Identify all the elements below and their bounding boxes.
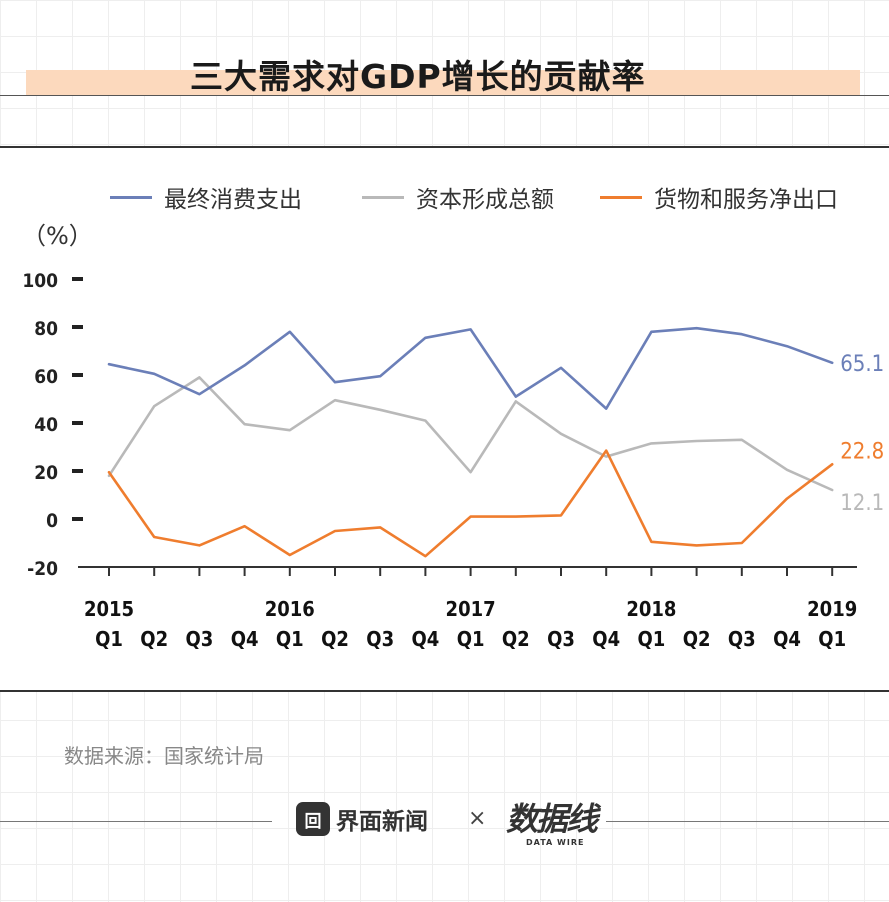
x-tick-quarter-label: Q3 bbox=[366, 627, 394, 651]
jiemian-brand-name: 界面新闻 bbox=[336, 809, 428, 835]
x-tick-quarter-label: Q2 bbox=[683, 627, 711, 651]
x-tick-year-label: 2016 bbox=[265, 597, 315, 621]
x-tick-quarter-label: Q3 bbox=[185, 627, 213, 651]
legend-item-capital: 资本形成总额 bbox=[362, 182, 554, 213]
x-tick-quarter-label: Q4 bbox=[773, 627, 801, 651]
chart-panel bbox=[0, 146, 889, 692]
legend-swatch-net-export bbox=[600, 195, 642, 199]
x-tick-year-label: 2015 bbox=[84, 597, 134, 621]
legend-label-consumption: 最终消费支出 bbox=[164, 187, 302, 213]
y-tick-label: -20 bbox=[27, 558, 58, 580]
legend-swatch-consumption bbox=[110, 195, 152, 199]
series-line-consumption bbox=[107, 326, 834, 410]
x-tick-quarter-label: Q4 bbox=[231, 627, 259, 651]
x-tick-quarter-label: Q2 bbox=[321, 627, 349, 651]
datawire-logo-subtext: DATA WIRE bbox=[526, 838, 585, 847]
y-tick-label: 100 bbox=[22, 270, 58, 292]
x-tick-quarter-label: Q4 bbox=[592, 627, 620, 651]
x-tick-quarter-label: Q3 bbox=[547, 627, 575, 651]
y-axis-unit-label: （%） bbox=[22, 222, 93, 250]
y-tick-mark bbox=[72, 421, 83, 425]
x-tick-year-label: 2018 bbox=[626, 597, 676, 621]
legend-item-consumption: 最终消费支出 bbox=[110, 182, 302, 213]
datawire-logo-text: 数据线 bbox=[506, 800, 598, 838]
y-tick-label: 80 bbox=[34, 318, 58, 340]
y-tick-label: 40 bbox=[34, 414, 58, 436]
x-tick-quarter-label: Q1 bbox=[457, 627, 485, 651]
datawire-logo: 数据线 DATA WIRE bbox=[506, 794, 598, 850]
x-tick-quarter-label: Q3 bbox=[728, 627, 756, 651]
y-tick-mark bbox=[72, 373, 83, 377]
x-tick-year-label: 2017 bbox=[446, 597, 496, 621]
y-tick-mark bbox=[72, 469, 83, 473]
y-tick-mark bbox=[72, 517, 83, 521]
title-rule bbox=[0, 95, 889, 96]
legend-label-net-export: 货物和服务净出口 bbox=[654, 187, 838, 213]
footer-divider-left bbox=[0, 821, 272, 822]
x-tick-quarter-label: Q1 bbox=[276, 627, 304, 651]
series-line-net-export bbox=[107, 449, 834, 558]
x-tick-quarter-label: Q1 bbox=[818, 627, 846, 651]
jiemian-brand: 回 界面新闻 bbox=[296, 802, 428, 836]
x-tick-quarter-label: Q2 bbox=[502, 627, 530, 651]
chart-title: 三大需求对GDP增长的贡献率 bbox=[190, 57, 646, 96]
series-line-capital bbox=[107, 376, 834, 492]
x-tick-quarter-label: Q4 bbox=[411, 627, 439, 651]
legend: 最终消费支出 资本形成总额 货物和服务净出口 bbox=[0, 182, 889, 213]
y-tick-label: 20 bbox=[34, 462, 58, 484]
source-note: 数据来源：国家统计局 bbox=[64, 744, 264, 768]
y-tick-label: 60 bbox=[34, 366, 58, 388]
x-tick-quarter-label: Q1 bbox=[95, 627, 123, 651]
footer-divider-right bbox=[606, 821, 889, 822]
jiemian-logo-icon: 回 bbox=[296, 802, 330, 836]
y-tick-label: 0 bbox=[46, 510, 58, 532]
legend-label-capital: 资本形成总额 bbox=[416, 187, 554, 213]
y-tick-mark bbox=[72, 277, 83, 281]
legend-swatch-capital bbox=[362, 195, 404, 199]
y-tick-mark bbox=[72, 325, 83, 329]
end-label-net-export: 22.8 bbox=[840, 439, 884, 464]
x-tick-year-label: 2019 bbox=[807, 597, 857, 621]
legend-item-net-export: 货物和服务净出口 bbox=[600, 182, 838, 213]
times-icon: × bbox=[468, 806, 487, 831]
x-tick-quarter-label: Q2 bbox=[140, 627, 168, 651]
title-highlight-band bbox=[26, 70, 860, 95]
end-label-capital: 12.1 bbox=[840, 491, 884, 516]
end-label-consumption: 65.1 bbox=[840, 352, 884, 377]
x-tick-quarter-label: Q1 bbox=[637, 627, 665, 651]
